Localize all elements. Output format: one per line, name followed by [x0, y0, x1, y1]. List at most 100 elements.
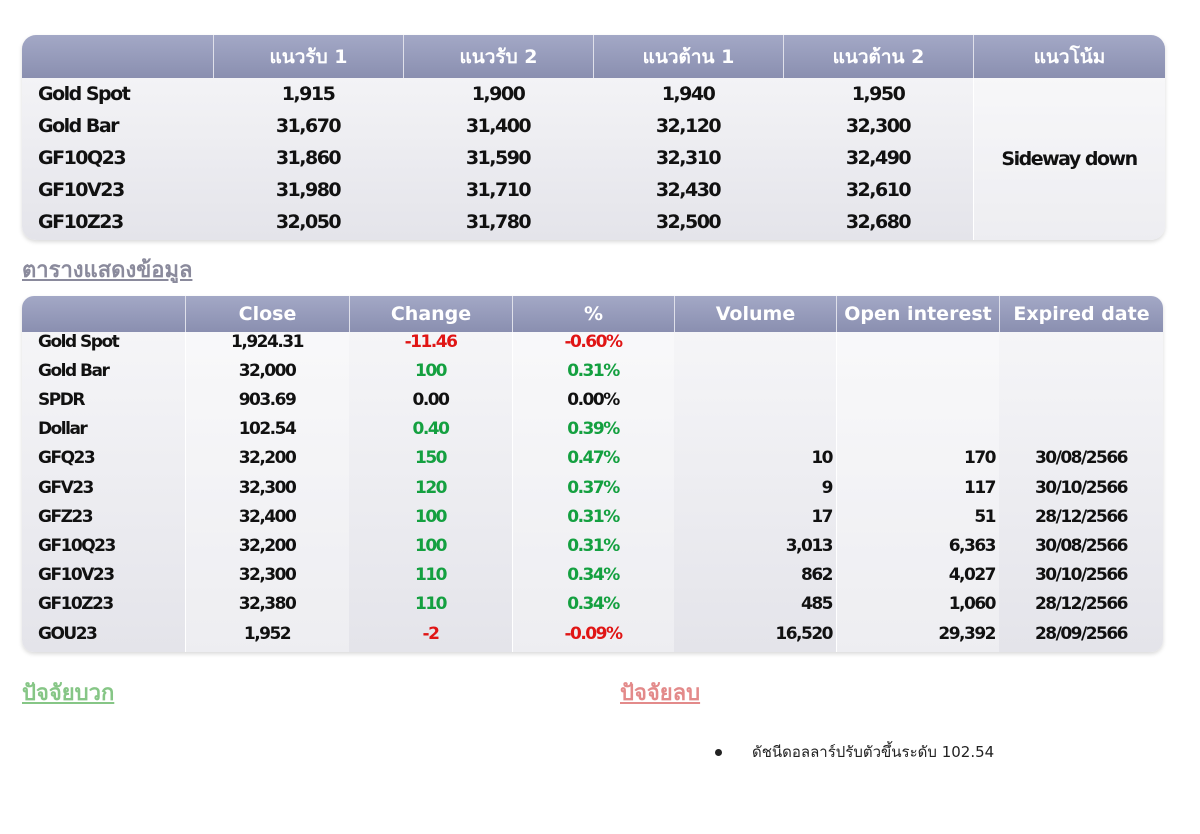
- factor-item: ดัชนีดอลลาร์ปรับตัวขึ้นระดับ 102.54: [752, 743, 995, 761]
- cell: 31,590: [465, 147, 532, 169]
- cell: 117: [964, 477, 997, 498]
- cell: 29,392: [938, 623, 996, 644]
- cell: 32,610: [845, 179, 912, 201]
- header-row: [22, 296, 1163, 332]
- column-band: [836, 332, 999, 652]
- cell: 31,670: [275, 115, 342, 137]
- row-label: GF10Q23: [38, 535, 116, 556]
- cell: 32,490: [845, 147, 912, 169]
- row-label: GF10Q23: [38, 147, 127, 169]
- cell: 120: [415, 477, 448, 498]
- column-header: แนวโน้ม: [973, 35, 1165, 78]
- cell: 30/10/2566: [1034, 477, 1129, 498]
- cell: 28/12/2566: [1034, 506, 1129, 527]
- cell: 110: [415, 594, 448, 615]
- cell: 28/09/2566: [1034, 623, 1129, 644]
- cell: 10: [811, 448, 833, 469]
- cell: 110: [415, 565, 448, 586]
- column-header: แนวรับ 1: [213, 35, 403, 78]
- cell: 1,952: [243, 623, 292, 644]
- row-label: GFV23: [38, 477, 94, 498]
- cell: 0.31%: [567, 506, 620, 527]
- row-label: GF10Z23: [38, 594, 114, 615]
- section-title: ตารางแสดงข้อมูล: [22, 258, 193, 283]
- cell: 0.34%: [567, 565, 620, 586]
- cell: -11.46: [404, 331, 458, 352]
- column-band: [512, 332, 674, 652]
- cell: 0.37%: [567, 477, 620, 498]
- row-label: GFQ23: [38, 448, 96, 469]
- trend-text: Sideway down: [1001, 148, 1138, 170]
- cell: 32,300: [845, 115, 912, 137]
- cell: -0.09%: [564, 623, 623, 644]
- cell: 31,980: [275, 179, 342, 201]
- cell: 1,950: [851, 83, 906, 105]
- cell: 903.69: [238, 389, 297, 410]
- row-label: GF10Z23: [38, 211, 124, 233]
- cell: 0.34%: [567, 594, 620, 615]
- cell: 6,363: [948, 535, 997, 556]
- cell: 28/12/2566: [1034, 594, 1129, 615]
- positive-title: ปัจจัยบวก: [22, 681, 115, 706]
- cell: 32,300: [238, 477, 297, 498]
- trend-column: [973, 78, 1165, 240]
- row-label: GF10V23: [38, 179, 125, 201]
- column-header: แนวต้าน 2: [783, 35, 973, 78]
- cell: 32,000: [238, 360, 297, 381]
- cell: 0.31%: [567, 360, 620, 381]
- cell: 0.31%: [567, 535, 620, 556]
- cell: 1,940: [661, 83, 716, 105]
- price-table: Close Change% Volume Open interest Expired d…: [22, 296, 1163, 652]
- cell: 100: [415, 535, 448, 556]
- cell: 32,680: [845, 211, 912, 233]
- cell: -0.60%: [564, 331, 623, 352]
- cell: 0.00: [412, 389, 450, 410]
- column-header: Change: [349, 296, 512, 332]
- cell: 32,120: [655, 115, 722, 137]
- row-label: Gold Bar: [38, 115, 120, 137]
- row-label: GOU23: [38, 623, 98, 644]
- column-header: %: [512, 296, 674, 332]
- cell: 32,430: [655, 179, 722, 201]
- cell: 9: [821, 477, 834, 498]
- cell: 32,200: [238, 535, 297, 556]
- row-label: Dollar: [38, 419, 88, 440]
- cell: 31,710: [465, 179, 532, 201]
- cell: 16,520: [775, 623, 833, 644]
- cell: 1,060: [948, 594, 997, 615]
- row-label: SPDR: [38, 389, 85, 410]
- row-label: Gold Bar: [38, 360, 110, 381]
- support-table: แนวรับ 1 แนวรับ 2 แนวต้าน 1 แนวต้าน 2 แนวโน้…: [22, 35, 1165, 240]
- cell: 1,900: [471, 83, 526, 105]
- cell: 32,310: [655, 147, 722, 169]
- cell: 30/08/2566: [1034, 448, 1129, 469]
- cell: 31,400: [465, 115, 532, 137]
- cell: 100: [415, 506, 448, 527]
- cell: 32,050: [275, 211, 342, 233]
- cell: 0.39%: [567, 419, 620, 440]
- cell: 485: [801, 594, 834, 615]
- cell: 32,400: [238, 506, 297, 527]
- cell: 100: [415, 360, 448, 381]
- cell: 102.54: [238, 419, 297, 440]
- cell: 17: [811, 506, 833, 527]
- cell: 0.00%: [567, 389, 620, 410]
- cell: 1,915: [281, 83, 336, 105]
- cell: 30/10/2566: [1034, 565, 1129, 586]
- cell: 31,780: [465, 211, 532, 233]
- column-header: แนวรับ 2: [403, 35, 593, 78]
- column-header: Expired date: [999, 296, 1163, 332]
- cell: 3,013: [785, 535, 834, 556]
- cell: 32,300: [238, 565, 297, 586]
- cell: 51: [974, 506, 996, 527]
- column-header: แนวต้าน 1: [593, 35, 783, 78]
- row-label: GFZ23: [38, 506, 94, 527]
- row-label: Gold Spot: [38, 331, 120, 352]
- bullet: [715, 749, 722, 756]
- cell: -2: [422, 623, 440, 644]
- cell: 32,200: [238, 448, 297, 469]
- column-header: Volume: [674, 296, 836, 332]
- cell: 4,027: [948, 565, 997, 586]
